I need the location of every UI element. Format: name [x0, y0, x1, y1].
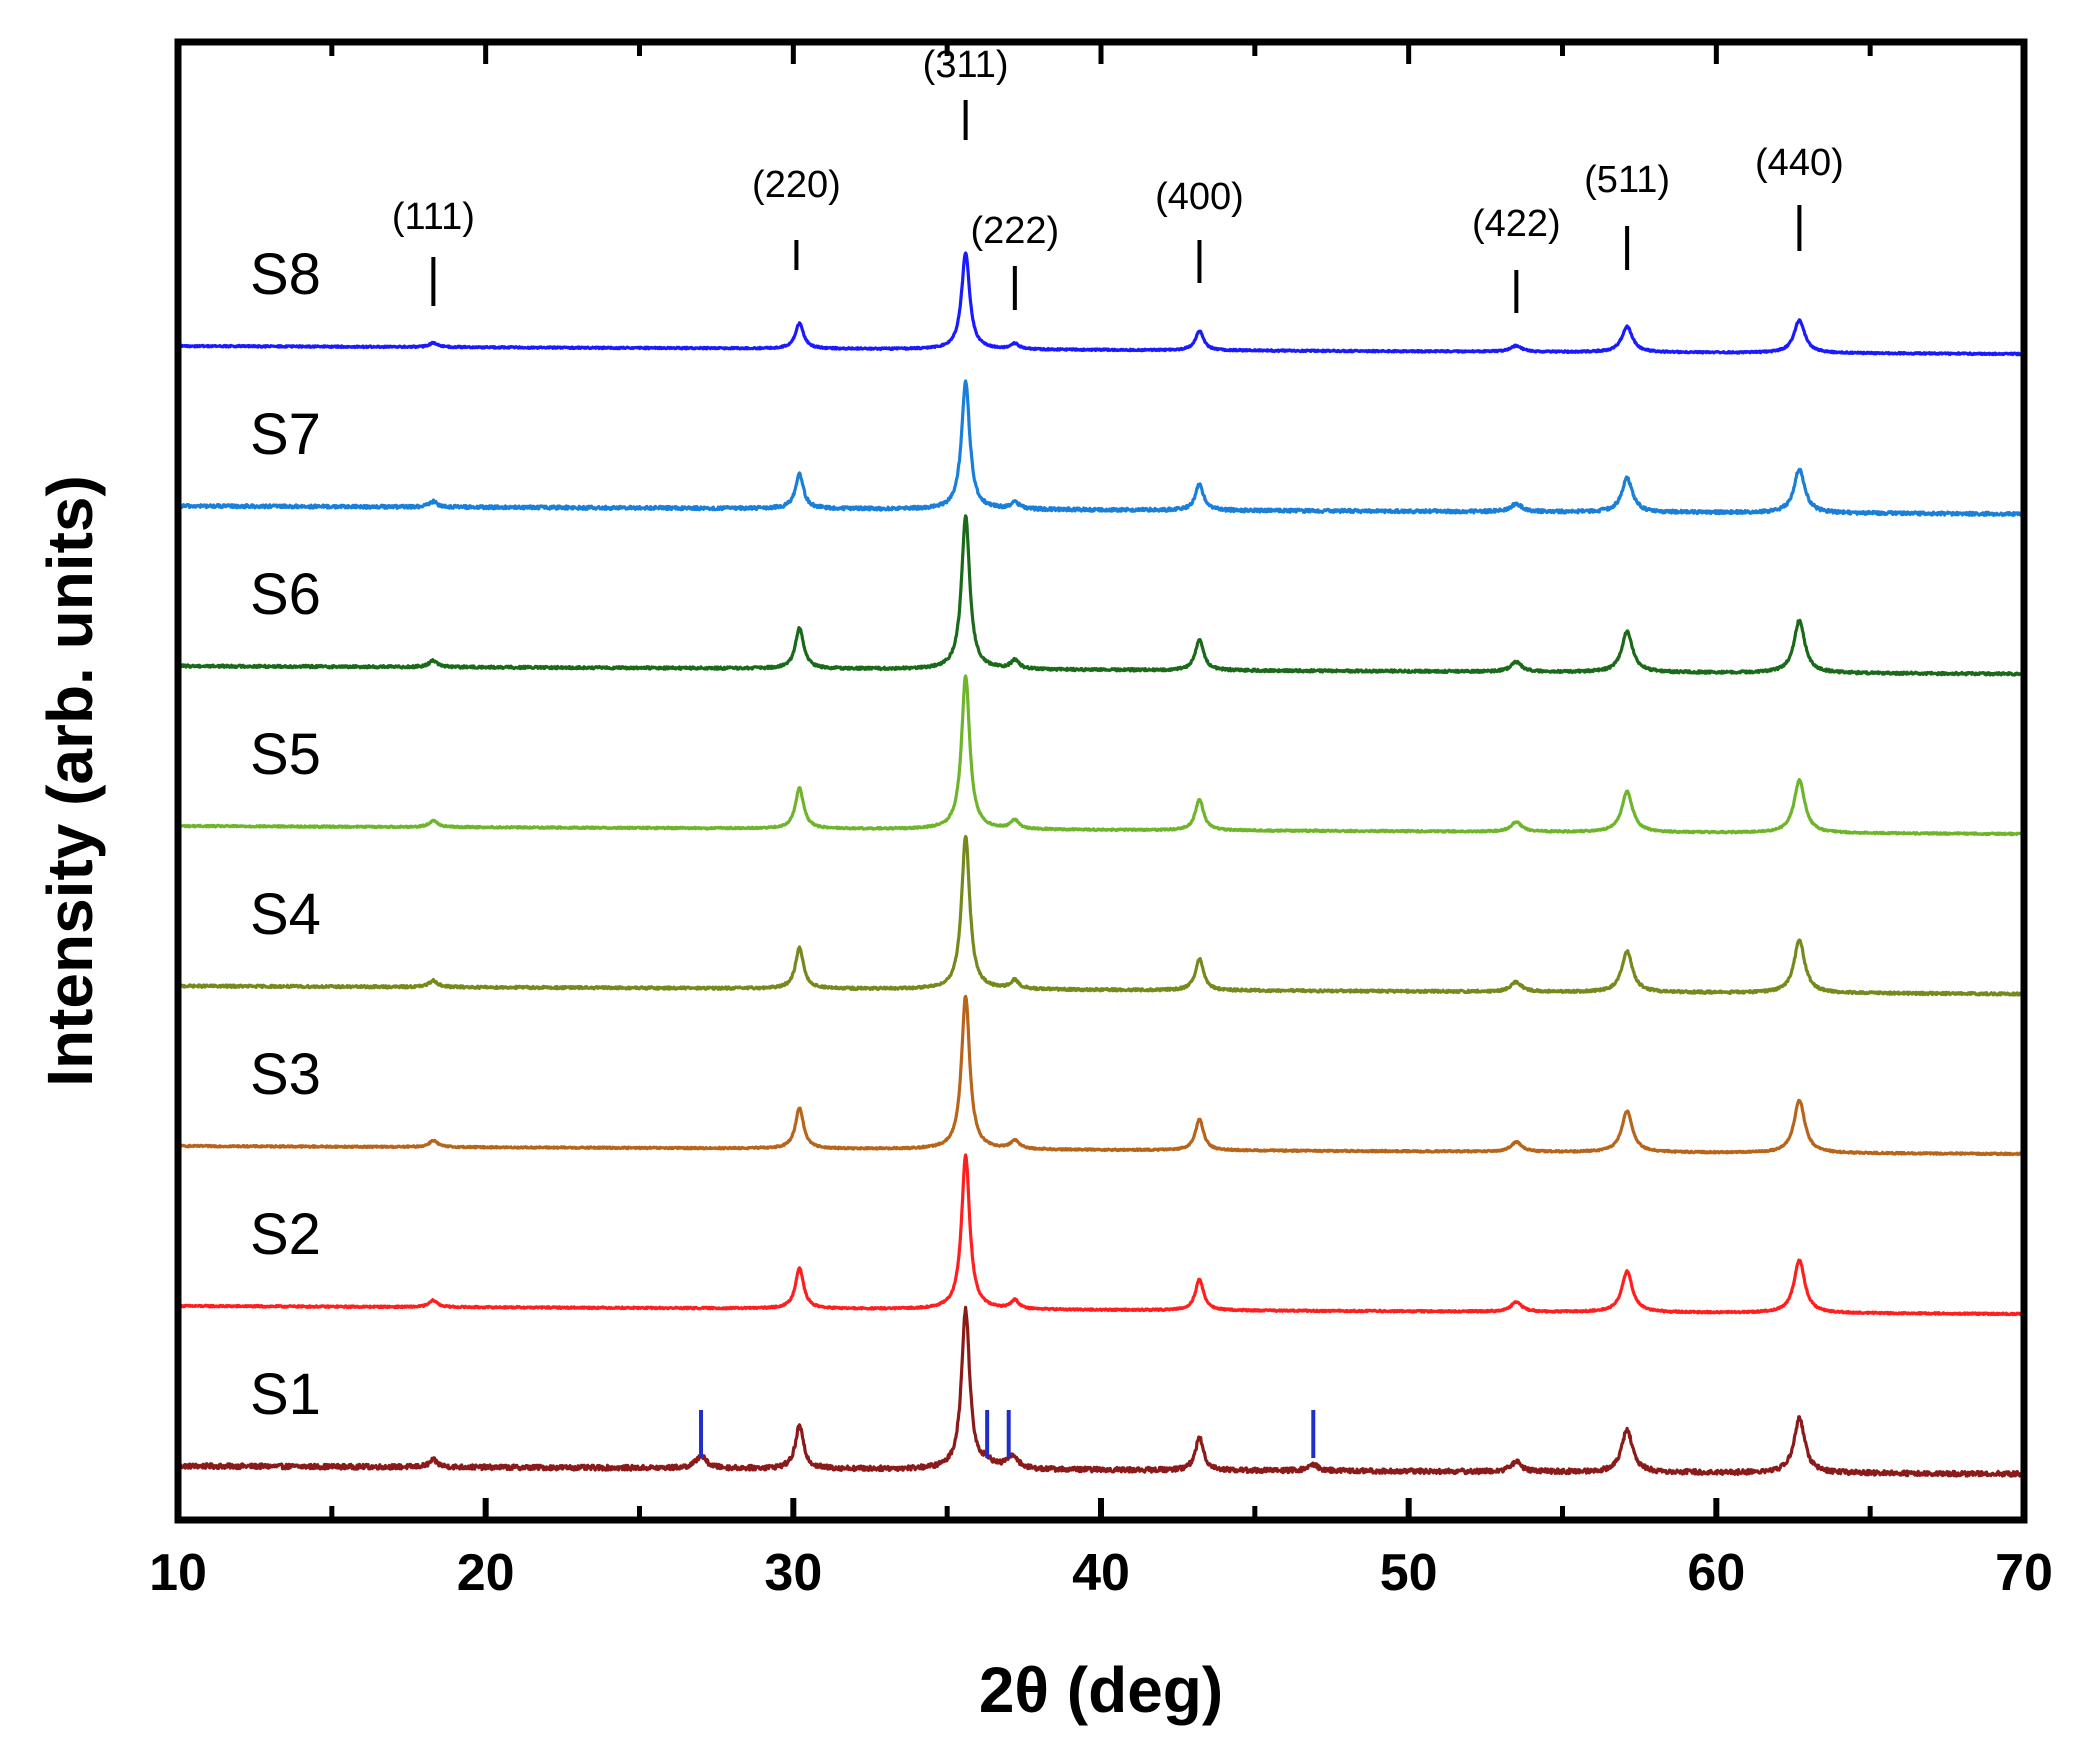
series-line-s7 [177, 379, 2026, 518]
series-label-s4: S4 [250, 882, 321, 947]
reflection-label-111: (111) [392, 196, 475, 238]
x-tick-label-20: 20 [457, 1544, 515, 1602]
plot-frame [174, 38, 2028, 1524]
reflection-label-511: (511) [1584, 159, 1670, 201]
series-line-s5 [176, 674, 2026, 837]
annotation-layer: S1 S2 S3 S4 S5 S6 S7 S8 (111) (220) (311) (222) (400… [250, 44, 1844, 1458]
reflection-label-422: (422) [1472, 203, 1561, 245]
series-line-s6 [176, 514, 2026, 677]
series-label-s8: S8 [250, 242, 321, 307]
reflection-label-440: (440) [1755, 142, 1844, 184]
x-axis: 10 20 30 40 50 60 70 [149, 42, 2053, 1602]
x-tick-label-70: 70 [1995, 1544, 2053, 1602]
series-label-s1: S1 [250, 1362, 321, 1427]
x-tick-label-50: 50 [1380, 1544, 1438, 1602]
series-line-s1 [176, 1305, 2026, 1478]
series-label-s2: S2 [250, 1202, 321, 1267]
reflection-label-400: (400) [1155, 176, 1244, 218]
series-line-s3 [177, 994, 2026, 1157]
series-line-s4 [176, 834, 2026, 997]
reflection-label-220: (220) [752, 164, 841, 206]
series-label-s7: S7 [250, 402, 321, 467]
series-label-s3: S3 [250, 1042, 321, 1107]
x-tick-label-40: 40 [1072, 1544, 1130, 1602]
reflection-label-311: (311) [923, 44, 1009, 86]
series-line-s2 [176, 1153, 2026, 1317]
x-tick-label-60: 60 [1687, 1544, 1745, 1602]
x-tick-label-30: 30 [764, 1544, 822, 1602]
y-axis-title: Intensity (arb. units) [34, 475, 106, 1087]
reflection-label-222: (222) [970, 210, 1059, 252]
series-layer [176, 251, 2026, 1478]
series-line-s8 [177, 251, 2026, 357]
series-label-s5: S5 [250, 722, 321, 787]
series-label-s6: S6 [250, 562, 321, 627]
x-axis-title: 2θ (deg) [979, 1654, 1223, 1726]
x-tick-label-10: 10 [149, 1544, 207, 1602]
